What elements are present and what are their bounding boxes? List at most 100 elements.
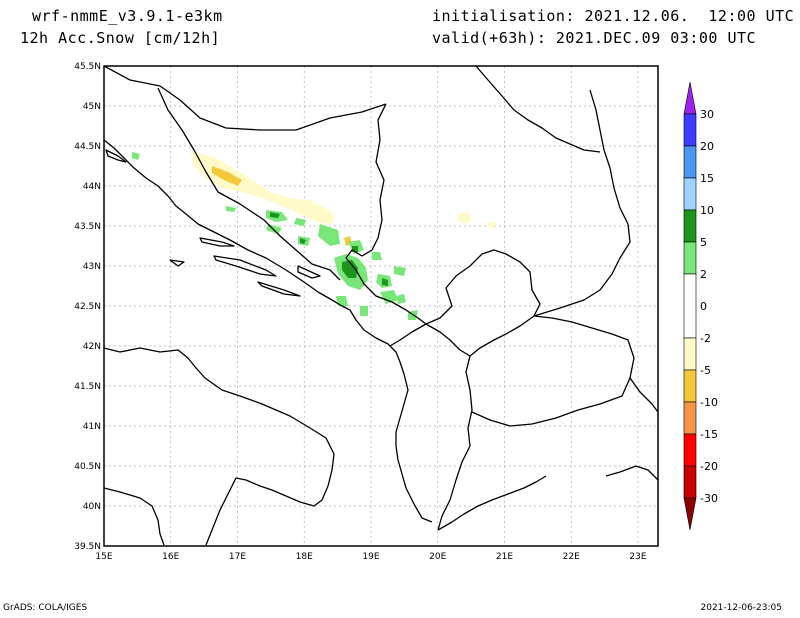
colorbar-swatch (683, 241, 697, 275)
greece-coast (437, 475, 547, 531)
lon-tick-label: 18E (296, 552, 313, 562)
island (297, 265, 321, 279)
footer-software: GrADS: COLA/IGES (3, 603, 88, 613)
colorbar-label: 15 (700, 172, 714, 185)
lon-tick-label: 20E (429, 552, 446, 562)
colorbar-swatch (683, 113, 697, 147)
colorbar-label: 0 (700, 300, 707, 313)
albania-border (437, 355, 473, 531)
bosnia-serbia-border (345, 103, 387, 259)
snow-area-pale (190, 150, 335, 224)
valid-time: valid(+63h): 2021.DEC.09 03:00 UTC (432, 29, 757, 47)
serbia-bulgaria-border (533, 89, 631, 317)
snow-area-pale (488, 222, 496, 228)
colorbar-label: -10 (700, 396, 718, 409)
longitude-labels: 15E 16E 17E 18E 19E 20E 21E 22E 23E (95, 552, 646, 562)
lon-tick-label: 16E (162, 552, 179, 562)
snow-area-darkgreen (270, 212, 280, 218)
island (199, 237, 235, 247)
snow-area-green (294, 218, 306, 226)
colorbar-label: -20 (700, 460, 718, 473)
colorbar-triangle-bottom (683, 497, 697, 531)
colorbar-swatch (683, 273, 697, 339)
bosnia-border (103, 65, 387, 131)
colorbar-swatch (683, 465, 697, 499)
map-frame (103, 65, 659, 547)
montenegro-border (345, 257, 427, 347)
colorbar-triangle-top (683, 81, 697, 115)
colorbar-label: 10 (700, 204, 714, 217)
lon-tick-label: 23E (629, 552, 646, 562)
colorbar-swatch (683, 177, 697, 211)
colorbar-swatch (683, 337, 697, 371)
snow-area-darkgreen (300, 238, 306, 244)
lat-tick-label: 42N (83, 342, 101, 352)
lat-tick-label: 41N (83, 422, 101, 432)
dalmatia-coastline (103, 139, 433, 523)
lon-tick-label: 17E (229, 552, 246, 562)
island (169, 259, 185, 267)
lat-tick-label: 40.5N (74, 462, 101, 472)
italy-west-coast (103, 487, 165, 546)
snow-area-pale (457, 212, 472, 224)
field-title: 12h Acc.Snow [cm/12h] (20, 29, 221, 47)
coastlines-and-borders (103, 65, 659, 546)
kosovo-border (425, 249, 541, 357)
island (105, 149, 127, 163)
snow-area-green (132, 152, 140, 160)
croatia-inland-border (157, 87, 341, 281)
snow-area-green (372, 252, 382, 260)
italy-coastline (103, 347, 335, 546)
colorbar-label: -30 (700, 492, 718, 505)
lat-tick-label: 44N (83, 182, 101, 192)
model-title: wrf-nmmE_v3.9.1-e3km (32, 7, 223, 25)
greece-bulgaria-border (629, 377, 659, 413)
colorbar-label: -5 (700, 364, 711, 377)
lat-tick-label: 43.5N (74, 222, 101, 232)
snow-area-green (318, 224, 340, 246)
snow-area-green (360, 306, 368, 316)
colorbar-label: 30 (700, 108, 714, 121)
colorbar-swatch (683, 145, 697, 179)
lon-tick-label: 22E (563, 552, 580, 562)
lat-tick-label: 41.5N (74, 382, 101, 392)
lon-tick-label: 19E (362, 552, 379, 562)
colorbar-label: -2 (700, 332, 711, 345)
colorbar-label: -15 (700, 428, 718, 441)
snow-area-darkgreen (382, 278, 388, 286)
lon-tick-label: 15E (95, 552, 112, 562)
island (213, 255, 277, 277)
colorbar-swatch (683, 209, 697, 243)
snow-area-darkgreen (342, 260, 358, 278)
latitude-labels: 45.5N 45N 44.5N 44N 43.5N 43N 42.5N 42N 41.5N 41N… (74, 62, 101, 552)
lat-tick-label: 43N (83, 262, 101, 272)
colorbar (683, 81, 697, 531)
lat-tick-label: 42.5N (74, 302, 101, 312)
initialisation-time: initialisation: 2021.12.06. 12:00 UTC (432, 7, 795, 25)
colorbar-label: 20 (700, 140, 714, 153)
snow-area-green (336, 296, 348, 306)
colorbar-swatch (683, 369, 697, 403)
lat-tick-label: 40N (83, 502, 101, 512)
lon-tick-label: 21E (496, 552, 513, 562)
colorbar-label: 5 (700, 236, 707, 249)
colorbar-swatch (683, 401, 697, 435)
snow-area-green (394, 266, 406, 276)
snow-area-green (226, 206, 236, 212)
snow-area-green (266, 224, 282, 234)
colorbar-label: 2 (700, 268, 707, 281)
lat-tick-label: 39.5N (74, 542, 101, 552)
snow-area-gold (212, 166, 242, 186)
greece-coast (605, 465, 659, 481)
footer-timestamp: 2021-12-06-23:05 (700, 603, 783, 613)
snow-field-layer (132, 150, 496, 320)
snow-area-green (380, 290, 398, 304)
lat-tick-label: 45.5N (74, 62, 101, 72)
serbia-north-border (475, 65, 601, 153)
lat-tick-label: 45N (83, 102, 101, 112)
lat-tick-label: 44.5N (74, 142, 101, 152)
island (257, 281, 301, 297)
colorbar-swatch (683, 433, 697, 467)
